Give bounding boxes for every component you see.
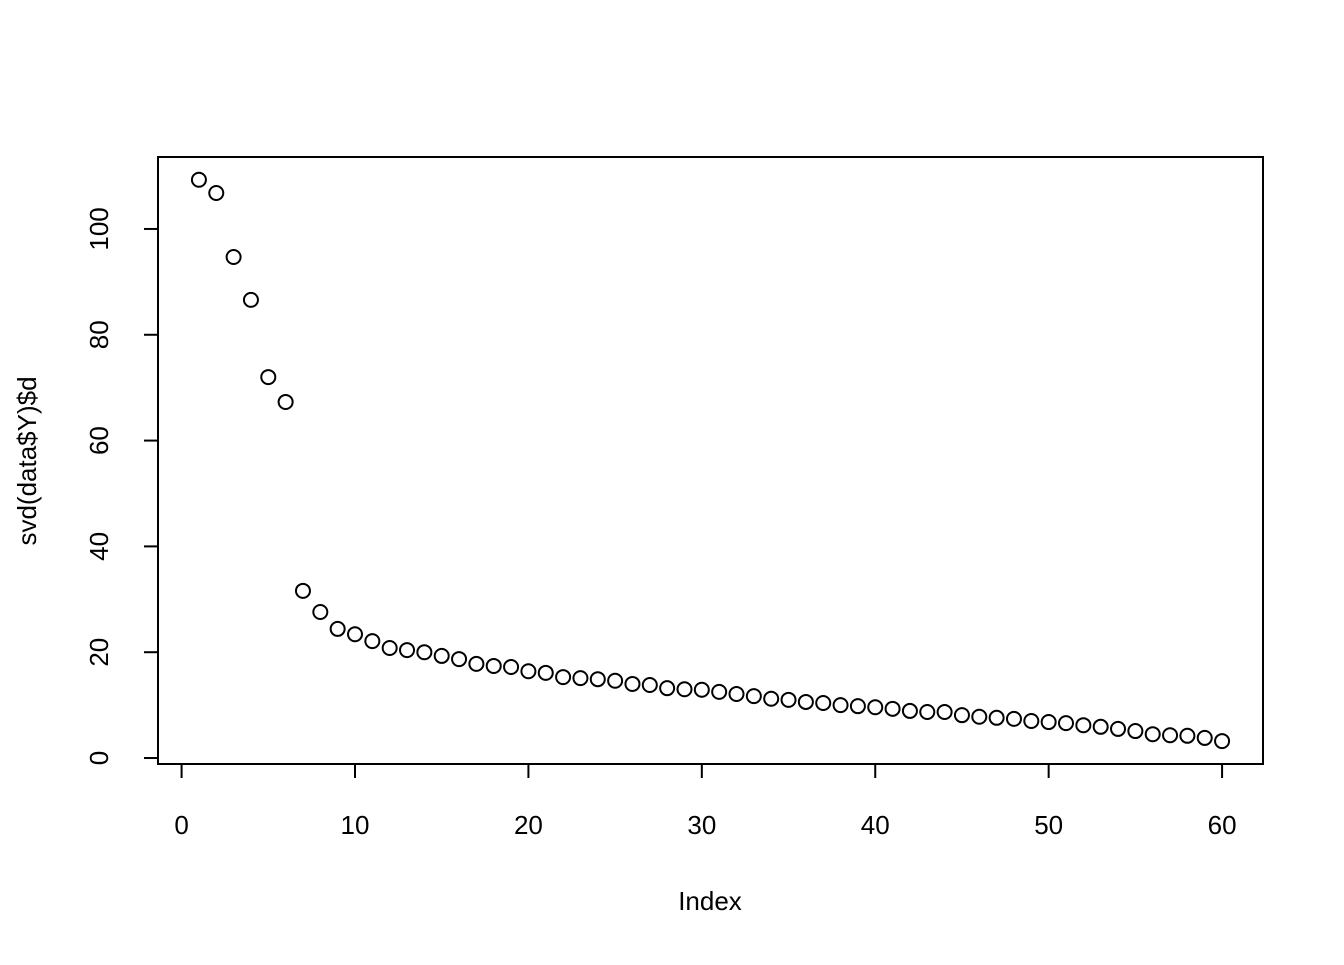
point [451,651,468,668]
point [1214,733,1231,750]
point [745,688,762,705]
point [1005,710,1022,727]
point [711,683,728,700]
point [242,291,259,308]
y-tick-label: 60 [84,426,114,455]
point [520,663,537,680]
point [676,681,693,698]
plot-box [157,156,1264,765]
point [815,694,832,711]
point [728,686,745,703]
point [346,626,363,643]
y-tick-label: 40 [84,532,114,561]
point [607,672,624,689]
point [867,699,884,716]
point [312,603,329,620]
y-tick-label: 100 [84,207,114,250]
point [416,644,433,661]
point [208,184,225,201]
point [1092,718,1109,735]
point [780,691,797,708]
y-tick-label: 80 [84,320,114,349]
point [884,700,901,717]
point [485,657,502,674]
point [849,698,866,715]
point [1144,726,1161,743]
x-tick-label: 50 [1034,810,1063,840]
point [763,690,780,707]
point [936,703,953,720]
point [555,669,572,686]
point [953,707,970,724]
point [1023,712,1040,729]
point [988,709,1005,726]
point [919,703,936,720]
point [624,675,641,692]
point [971,708,988,725]
point [1075,717,1092,734]
point [572,670,589,687]
x-tick-label: 30 [687,810,716,840]
point [433,647,450,664]
point [1127,723,1144,740]
point [832,697,849,714]
x-tick-label: 40 [861,810,890,840]
point [381,639,398,656]
x-axis-label: Index [678,886,742,916]
point [294,582,311,599]
point [364,633,381,650]
point [329,620,346,637]
y-tick-label: 0 [84,751,114,765]
point [260,369,277,386]
point [901,702,918,719]
x-tick-label: 0 [174,810,188,840]
point [1058,715,1075,732]
x-tick-label: 10 [341,810,370,840]
point [468,655,485,672]
x-tick-label: 20 [514,810,543,840]
y-tick-label: 20 [84,638,114,667]
x-tick-label: 60 [1208,810,1237,840]
point [1196,729,1213,746]
point [659,680,676,697]
point [693,681,710,698]
point [1040,714,1057,731]
point [537,664,554,681]
point [797,693,814,710]
point [225,248,242,265]
point [190,171,207,188]
point [1179,727,1196,744]
point [277,393,294,410]
point [399,642,416,659]
point [503,659,520,676]
point [1162,727,1179,744]
point [641,677,658,694]
point [589,671,606,688]
point [1110,720,1127,737]
y-axis-label: svd(data$Y)$d [12,376,42,545]
